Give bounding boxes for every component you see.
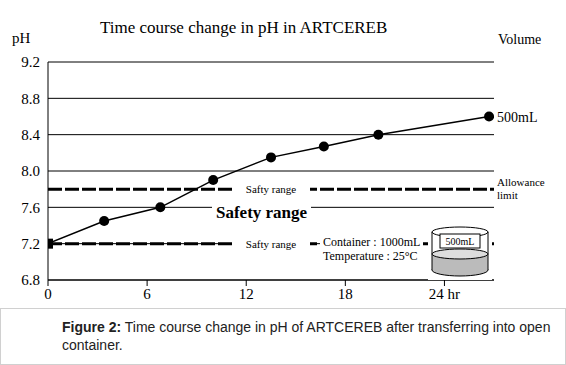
svg-text:9.2: 9.2 (21, 54, 40, 70)
svg-text:7.6: 7.6 (21, 200, 40, 216)
svg-text:Safty range: Safty range (246, 183, 297, 195)
svg-text:8.4: 8.4 (21, 127, 40, 143)
svg-text:500mL: 500mL (497, 110, 537, 125)
html-text:Volume: Volume (498, 32, 542, 47)
html-text:Safety range: Safety range (216, 203, 308, 222)
svg-text:24 hr: 24 hr (429, 286, 460, 302)
svg-text:7.2: 7.2 (21, 236, 40, 252)
svg-text:6: 6 (143, 286, 151, 302)
html-text:pH: pH (12, 30, 31, 46)
svg-text:12: 12 (239, 286, 254, 302)
svg-text:500mL: 500mL (446, 236, 475, 247)
svg-text:8.8: 8.8 (21, 91, 40, 107)
svg-text:Allowancelimit: Allowancelimit (497, 176, 545, 201)
svg-text:0: 0 (44, 286, 52, 302)
svg-text:6.8: 6.8 (21, 272, 40, 288)
svg-text:Safty range: Safty range (246, 238, 297, 250)
html-text:Temperature : 25°C: Temperature : 25°C (323, 249, 418, 263)
svg-text:8.0: 8.0 (21, 163, 40, 179)
html-text:Container : 1000mL: Container : 1000mL (323, 235, 421, 249)
html-text:Time course change in pH in AR: Time course change in pH in ARTCEREB (100, 18, 388, 37)
svg-text:18: 18 (338, 286, 353, 302)
html-text:Figure 2: Time course change i: Figure 2: Time course change in pH of AR… (62, 319, 551, 353)
